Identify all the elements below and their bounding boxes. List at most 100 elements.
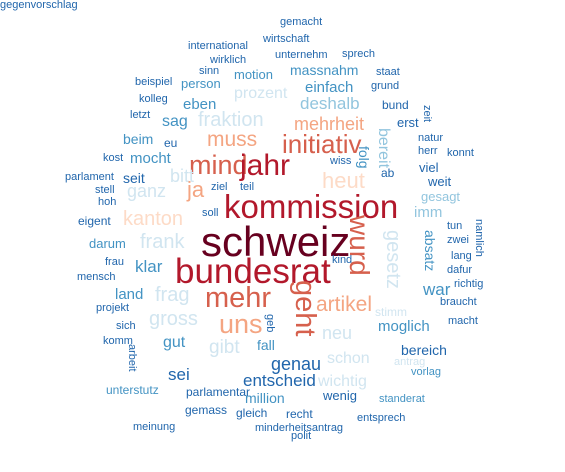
word-bund: bund: [382, 98, 409, 112]
word-seit: seit: [123, 170, 145, 186]
word-frag: frag: [155, 284, 190, 306]
word-weit: weit: [428, 174, 452, 189]
word-richtig: richtig: [454, 278, 484, 290]
word-gesagt: gesagt: [421, 189, 461, 204]
word-frank: frank: [140, 231, 185, 253]
word-kost: kost: [103, 152, 124, 164]
word-macht: macht: [448, 315, 478, 327]
word-kommission: kommission: [224, 188, 399, 225]
word-entscheid: entscheid: [243, 371, 316, 390]
word-parlamentar: parlamentar: [186, 385, 251, 399]
word-hoh: hoh: [98, 196, 117, 208]
word-massnahm: massnahm: [290, 62, 359, 78]
word-lang: lang: [451, 250, 472, 262]
word-gesetz: gesetz: [382, 230, 404, 289]
word-einfach: einfach: [305, 79, 354, 96]
word-sprech: sprech: [342, 48, 376, 60]
word-braucht: braucht: [440, 296, 477, 308]
word-prozent: prozent: [234, 85, 288, 102]
word-kanton: kanton: [123, 208, 184, 230]
word-ganz: ganz: [127, 181, 167, 201]
word-bitt: bitt: [170, 166, 195, 186]
word-beispiel: beispiel: [135, 76, 173, 88]
word-person: person: [181, 76, 221, 91]
word-bundesrat: bundesrat: [175, 252, 331, 291]
word-initiativ: initiativ: [282, 129, 362, 159]
word-kolleg: kolleg: [139, 93, 168, 105]
word-bereit: bereit: [375, 128, 392, 169]
word-schweiz: schweiz: [201, 218, 351, 265]
word-letzt: letzt: [130, 109, 151, 121]
word-gibt: gibt: [209, 337, 240, 358]
word-teil: teil: [240, 181, 255, 193]
word-land: land: [115, 286, 144, 303]
word-tun: tun: [447, 220, 463, 232]
word-sag: sag: [162, 113, 188, 130]
word-standerat: standerat: [379, 393, 425, 405]
word-beim: beim: [123, 131, 154, 147]
word-stell: stell: [95, 184, 115, 196]
word-mensch: mensch: [77, 271, 116, 283]
word-deshalb: deshalb: [300, 94, 360, 113]
word-komm: komm: [103, 335, 133, 347]
word-gross: gross: [149, 308, 198, 330]
word-motion: motion: [234, 67, 274, 82]
word-stimm: stimm: [375, 305, 407, 319]
word-genau: genau: [271, 354, 322, 374]
word-gemass: gemass: [185, 403, 228, 417]
word-konnt: konnt: [447, 147, 474, 159]
word-imm: imm: [414, 204, 443, 221]
word-folg: folg: [356, 146, 372, 169]
word-unterstutz: unterstutz: [106, 383, 159, 397]
word-projekt: projekt: [96, 302, 130, 314]
word-ja: ja: [187, 177, 205, 202]
word-sei: sei: [168, 365, 190, 384]
word-mocht: mocht: [130, 150, 171, 167]
word-geht: geht: [289, 280, 321, 337]
word-million: million: [245, 390, 285, 406]
word-moglich: moglich: [378, 318, 430, 335]
word-wirklich: wirklich: [210, 54, 247, 66]
word-arbeit: arbeit: [126, 344, 138, 372]
word-mind: mind: [189, 150, 248, 180]
word-darum: darum: [89, 236, 126, 251]
word-staat: staat: [376, 66, 400, 78]
word-schon: schon: [327, 350, 370, 367]
word-frau: frau: [105, 256, 124, 268]
word-zwei: zwei: [447, 234, 470, 246]
word-mehrheit: mehrheit: [294, 114, 365, 134]
word-vorlag: vorlag: [411, 366, 441, 378]
word-wirtschaft: wirtschaft: [263, 33, 310, 45]
word-zeit: zeit: [421, 105, 433, 123]
word-international: international: [188, 40, 248, 52]
word-eigent: eigent: [78, 214, 111, 228]
word-gut: gut: [163, 334, 186, 351]
word-soll: soll: [202, 207, 219, 219]
word-dafur: dafur: [447, 264, 473, 276]
word-erst: erst: [397, 115, 419, 130]
word-heut: heut: [322, 168, 365, 193]
word-geb: geb: [264, 314, 276, 333]
word-uns: uns: [219, 309, 263, 339]
word-polit: polit: [291, 430, 312, 442]
word-kind: kind: [332, 254, 353, 266]
word-fraktion: fraktion: [198, 109, 264, 131]
word-wichtig: wichtig: [318, 373, 367, 390]
word-gleich: gleich: [236, 406, 268, 420]
word-minderheitsantrag: minderheitsantrag: [255, 422, 344, 434]
word-neu: neu: [322, 323, 353, 343]
word-bereich: bereich: [401, 342, 447, 358]
word-eben: eben: [183, 96, 217, 113]
word-unternehm: unternehm: [275, 49, 328, 61]
word-muss: muss: [207, 128, 258, 151]
word-klar: klar: [135, 257, 163, 276]
word-mehr: mehr: [205, 282, 272, 314]
word-natur: natur: [418, 132, 444, 144]
word-viel: viel: [419, 160, 439, 175]
word-gemacht: gemacht: [280, 16, 323, 28]
word-sich: sich: [116, 320, 136, 332]
word-namlich: namlich: [473, 219, 485, 257]
word-recht: recht: [286, 407, 313, 421]
word-herr: herr: [418, 145, 438, 157]
